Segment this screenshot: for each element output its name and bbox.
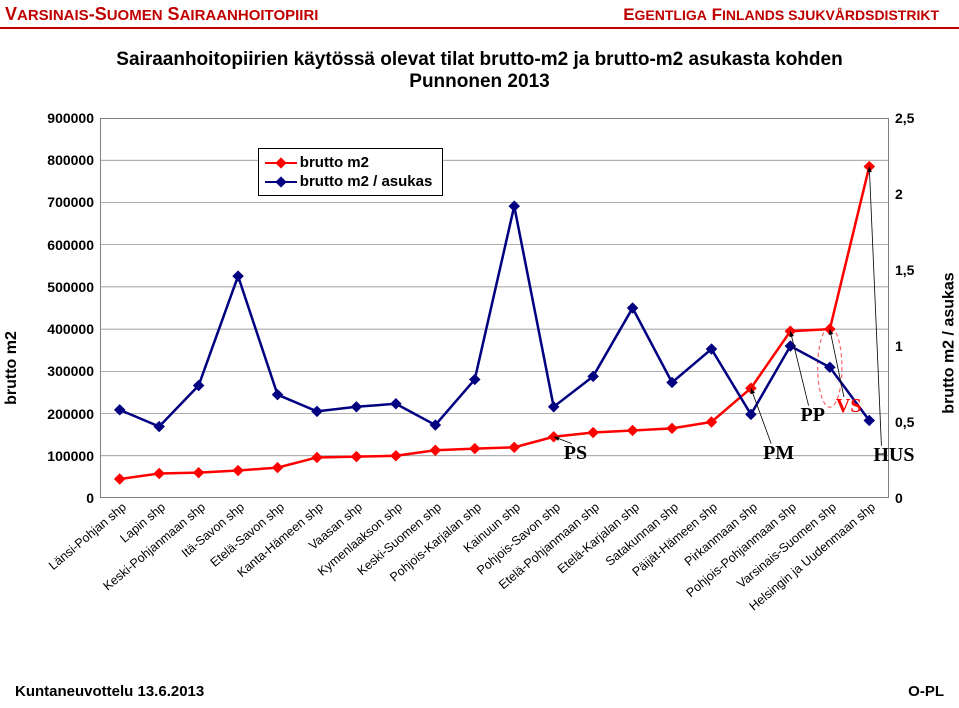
annotation-vs: VS xyxy=(836,395,862,418)
annotation-pm: PM xyxy=(763,442,794,465)
legend-swatch-brutto-m2 xyxy=(265,162,297,165)
footer-right: O-PL xyxy=(908,683,944,700)
y-right-tick: 2 xyxy=(895,186,903,202)
x-tick-label: Länsi-Pohjan shp xyxy=(46,500,129,573)
y-left-tick: 500000 xyxy=(47,279,94,295)
title-line1: Sairaanhoitopiirien käytössä olevat tila… xyxy=(0,49,959,71)
y-left-tick: 600000 xyxy=(47,237,94,253)
header-left: VARSINAIS-SUOMEN SAIRAANHOITOPIIRI xyxy=(5,4,318,25)
y-left-tick: 200000 xyxy=(47,406,94,422)
legend-row-asukas: brutto m2 / asukas xyxy=(265,172,433,191)
annotation-ps: PS xyxy=(564,442,587,465)
y-left-axis-label: brutto m2 xyxy=(3,331,21,405)
header-right: EGENTLIGA FINLANDS SJUKVÅRDSDISTRIKT xyxy=(623,5,939,25)
footer-left: Kuntaneuvottelu 13.6.2013 xyxy=(15,683,204,700)
chart-title: Sairaanhoitopiirien käytössä olevat tila… xyxy=(0,49,959,93)
annotation-hus: HUS xyxy=(873,444,914,467)
x-axis-labels: Länsi-Pohjan shpLapin shpKeski-Pohjanmaa… xyxy=(100,498,889,618)
chart-area: brutto m2 brutto m2 / asukas 0 100000 2000… xyxy=(40,118,919,618)
y-right-ticks: 00,511,522,5 xyxy=(891,118,919,498)
y-right-tick: 0,5 xyxy=(895,414,914,430)
y-left-tick: 700000 xyxy=(47,194,94,210)
y-left-tick: 900000 xyxy=(47,110,94,126)
annotation-pp: PP xyxy=(800,404,824,427)
y-left-tick: 0 xyxy=(86,490,94,506)
y-left-ticks: 0100000200000300000400000500000600000700… xyxy=(40,118,98,498)
legend-swatch-asukas xyxy=(265,181,297,184)
y-left-tick: 100000 xyxy=(47,448,94,464)
legend-label-asukas: brutto m2 / asukas xyxy=(300,173,433,190)
y-right-tick: 1,5 xyxy=(895,262,914,278)
y-left-tick: 400000 xyxy=(47,321,94,337)
footer: Kuntaneuvottelu 13.6.2013 O-PL xyxy=(15,683,944,700)
y-left-tick: 300000 xyxy=(47,363,94,379)
y-right-tick: 1 xyxy=(895,338,903,354)
legend: brutto m2 brutto m2 / asukas xyxy=(258,148,444,196)
legend-label-brutto-m2: brutto m2 xyxy=(300,154,369,171)
y-right-axis-label: brutto m2 / asukas xyxy=(940,272,958,413)
legend-row-brutto-m2: brutto m2 xyxy=(265,153,433,172)
y-right-tick: 2,5 xyxy=(895,110,914,126)
plot-frame: brutto m2 brutto m2 / asukas PSPMPPVSHUS xyxy=(100,118,889,498)
header-bar: VARSINAIS-SUOMEN SAIRAANHOITOPIIRI EGENT… xyxy=(0,0,959,29)
y-left-tick: 800000 xyxy=(47,152,94,168)
y-right-tick: 0 xyxy=(895,490,903,506)
title-line2: Punnonen 2013 xyxy=(0,71,959,93)
